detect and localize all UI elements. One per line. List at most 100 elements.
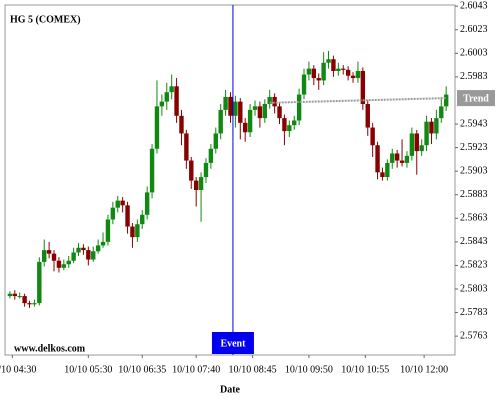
y-tick-label: 2.5983 — [460, 71, 488, 82]
y-tick-label: 2.5923 — [460, 142, 488, 153]
candle-body — [154, 106, 160, 149]
candle-body — [169, 86, 174, 93]
y-tick-label: 2.5763 — [460, 330, 488, 341]
candle-body — [42, 250, 47, 262]
plot-area — [4, 4, 456, 356]
candle-body — [95, 245, 101, 252]
candle-body — [360, 70, 366, 104]
candle-body — [213, 133, 218, 149]
candle-body — [385, 162, 390, 178]
x-tick-label: 10/10 07:40 — [172, 364, 220, 375]
candle-body — [27, 303, 32, 305]
y-tick-label: 2.5943 — [460, 118, 488, 129]
candle-body — [51, 253, 57, 261]
x-tick-label: 10/10 06:35 — [118, 364, 166, 375]
candle-body — [380, 172, 385, 178]
candle-body — [110, 207, 116, 220]
candle-body — [345, 69, 351, 76]
candle-body — [174, 86, 179, 116]
candle-body — [316, 78, 321, 81]
candle-body — [91, 251, 96, 260]
x-tick-label: 10/10 09:50 — [285, 364, 333, 375]
candle-body — [419, 145, 424, 152]
candle-body — [208, 148, 214, 163]
candle-body — [390, 153, 395, 163]
candle-body — [409, 133, 415, 156]
candle-body — [189, 160, 194, 181]
candle-body — [252, 106, 258, 110]
candle-body — [22, 296, 27, 304]
watermark: www.delkos.com — [14, 343, 86, 354]
candle-body — [105, 219, 111, 242]
candle-body — [434, 118, 439, 134]
candle-body — [355, 70, 361, 79]
candle-body — [223, 96, 228, 110]
y-tick-label: 2.5783 — [460, 307, 488, 318]
candle-body — [135, 224, 140, 238]
candle-body — [272, 96, 277, 107]
candle-body — [292, 120, 297, 126]
candle-body — [257, 106, 263, 119]
candle-body — [267, 96, 272, 104]
candle-body — [399, 160, 405, 163]
x-tick-label: 10/10 12:00 — [400, 364, 448, 375]
y-tick-label: 2.6003 — [460, 48, 488, 59]
y-tick-label: 2.6043 — [460, 0, 488, 11]
candle-body — [238, 101, 243, 123]
candle-body — [414, 133, 419, 152]
candle-body — [306, 68, 312, 75]
candle-body — [66, 260, 71, 265]
candle-body — [12, 293, 18, 297]
candle-body — [311, 68, 317, 79]
candle-body — [86, 250, 91, 260]
candle-body — [56, 260, 62, 268]
trend-label-box — [457, 90, 495, 107]
y-tick-label: 2.5823 — [460, 260, 488, 271]
candle-body — [429, 121, 434, 134]
candle-body — [149, 148, 155, 193]
candle-body — [321, 62, 326, 81]
candle-body — [370, 127, 375, 146]
candle-body — [140, 214, 145, 225]
candle-body — [125, 205, 130, 227]
candle-body — [277, 106, 282, 119]
candle-body — [71, 252, 76, 261]
candle-body — [179, 115, 184, 134]
x-tick-label: 10/10 08:45 — [229, 364, 277, 375]
candle-body — [247, 109, 253, 133]
y-tick-label: 2.6023 — [460, 24, 488, 35]
candle-body — [164, 92, 169, 102]
candle-body — [228, 96, 233, 116]
candle-body — [76, 247, 81, 253]
candle-body — [326, 59, 331, 63]
candle-body — [130, 226, 135, 238]
candle-body — [301, 74, 307, 95]
candle-body — [394, 153, 400, 161]
candle-body — [32, 303, 37, 305]
candle-body — [218, 109, 223, 134]
candle-body — [375, 145, 380, 173]
trend-label: Trend — [463, 93, 489, 104]
event-label: Event — [220, 338, 246, 349]
candle-body — [262, 103, 268, 119]
chart-title: HG 5 (COMEX) — [10, 14, 81, 25]
candle-body — [120, 200, 125, 206]
candle-body — [350, 75, 356, 79]
candle-body — [439, 106, 444, 119]
candle-body — [7, 293, 13, 297]
y-tick-label: 2.5803 — [460, 283, 488, 294]
candle-body — [233, 101, 238, 116]
event-label-box — [211, 332, 254, 354]
candle-body — [203, 162, 209, 178]
x-tick-label: 10/10 05:30 — [64, 364, 112, 375]
candle-body — [115, 200, 120, 208]
y-tick-label: 2.5843 — [460, 236, 488, 247]
trend-line — [269, 97, 447, 104]
candle-body — [331, 59, 336, 71]
candle-body — [144, 192, 150, 215]
x-tick-label: 10/10 10:55 — [341, 364, 389, 375]
x-axis-label: Date — [220, 384, 241, 395]
candle-body — [17, 296, 22, 298]
